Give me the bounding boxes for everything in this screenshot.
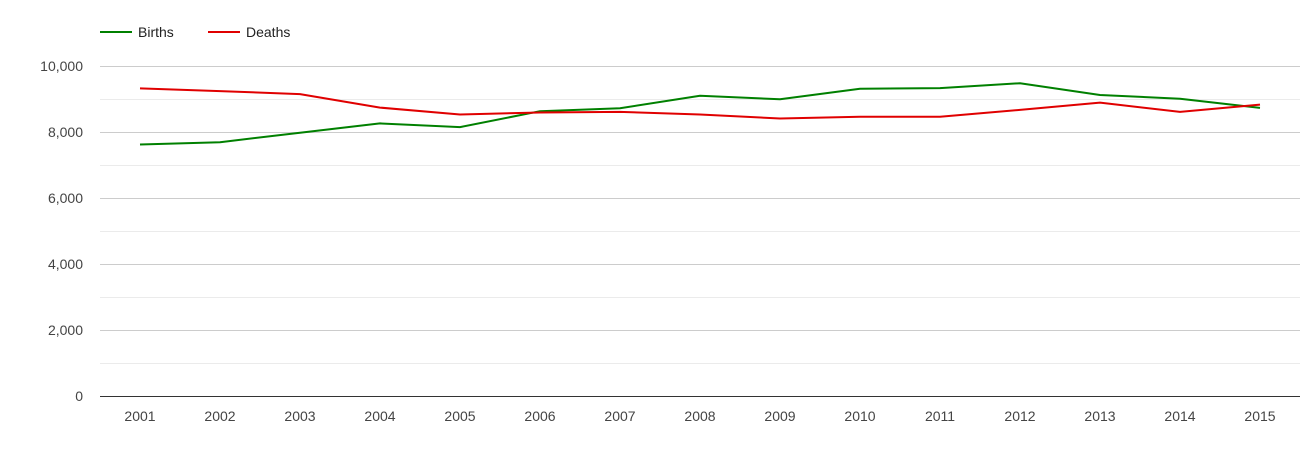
legend-label-births: Births bbox=[138, 24, 174, 40]
y-tick-label: 10,000 bbox=[40, 58, 83, 74]
x-tick-label: 2002 bbox=[204, 408, 235, 424]
x-tick-label: 2014 bbox=[1164, 408, 1195, 424]
x-tick-label: 2012 bbox=[1004, 408, 1035, 424]
y-tick-label: 0 bbox=[75, 388, 83, 404]
x-tick-label: 2011 bbox=[925, 408, 955, 424]
x-tick-label: 2013 bbox=[1084, 408, 1115, 424]
x-tick-label: 2006 bbox=[524, 408, 555, 424]
gridlines bbox=[100, 66, 1300, 364]
x-tick-label: 2003 bbox=[284, 408, 315, 424]
y-tick-label: 6,000 bbox=[48, 190, 83, 206]
y-axis: 0 2,000 4,000 6,000 8,000 10,000 bbox=[40, 58, 83, 404]
y-tick-label: 4,000 bbox=[48, 256, 83, 272]
y-tick-label: 8,000 bbox=[48, 124, 83, 140]
x-tick-label: 2005 bbox=[444, 408, 475, 424]
x-tick-label: 2009 bbox=[764, 408, 795, 424]
y-tick-label: 2,000 bbox=[48, 322, 83, 338]
x-axis: 2001 2002 2003 2004 2005 2006 2007 2008 2009 2010… bbox=[100, 396, 1300, 424]
x-tick-label: 2008 bbox=[684, 408, 715, 424]
x-tick-label: 2001 bbox=[124, 408, 155, 424]
x-tick-label: 2007 bbox=[604, 408, 635, 424]
series-line-deaths bbox=[139, 87, 1261, 120]
x-tick-label: 2004 bbox=[364, 408, 395, 424]
series-line-births bbox=[139, 82, 1261, 146]
x-tick-label: 2015 bbox=[1244, 408, 1275, 424]
x-tick-label: 2010 bbox=[844, 408, 875, 424]
series-lines bbox=[139, 82, 1261, 146]
legend: Births Deaths bbox=[100, 24, 290, 40]
legend-label-deaths: Deaths bbox=[246, 24, 290, 40]
